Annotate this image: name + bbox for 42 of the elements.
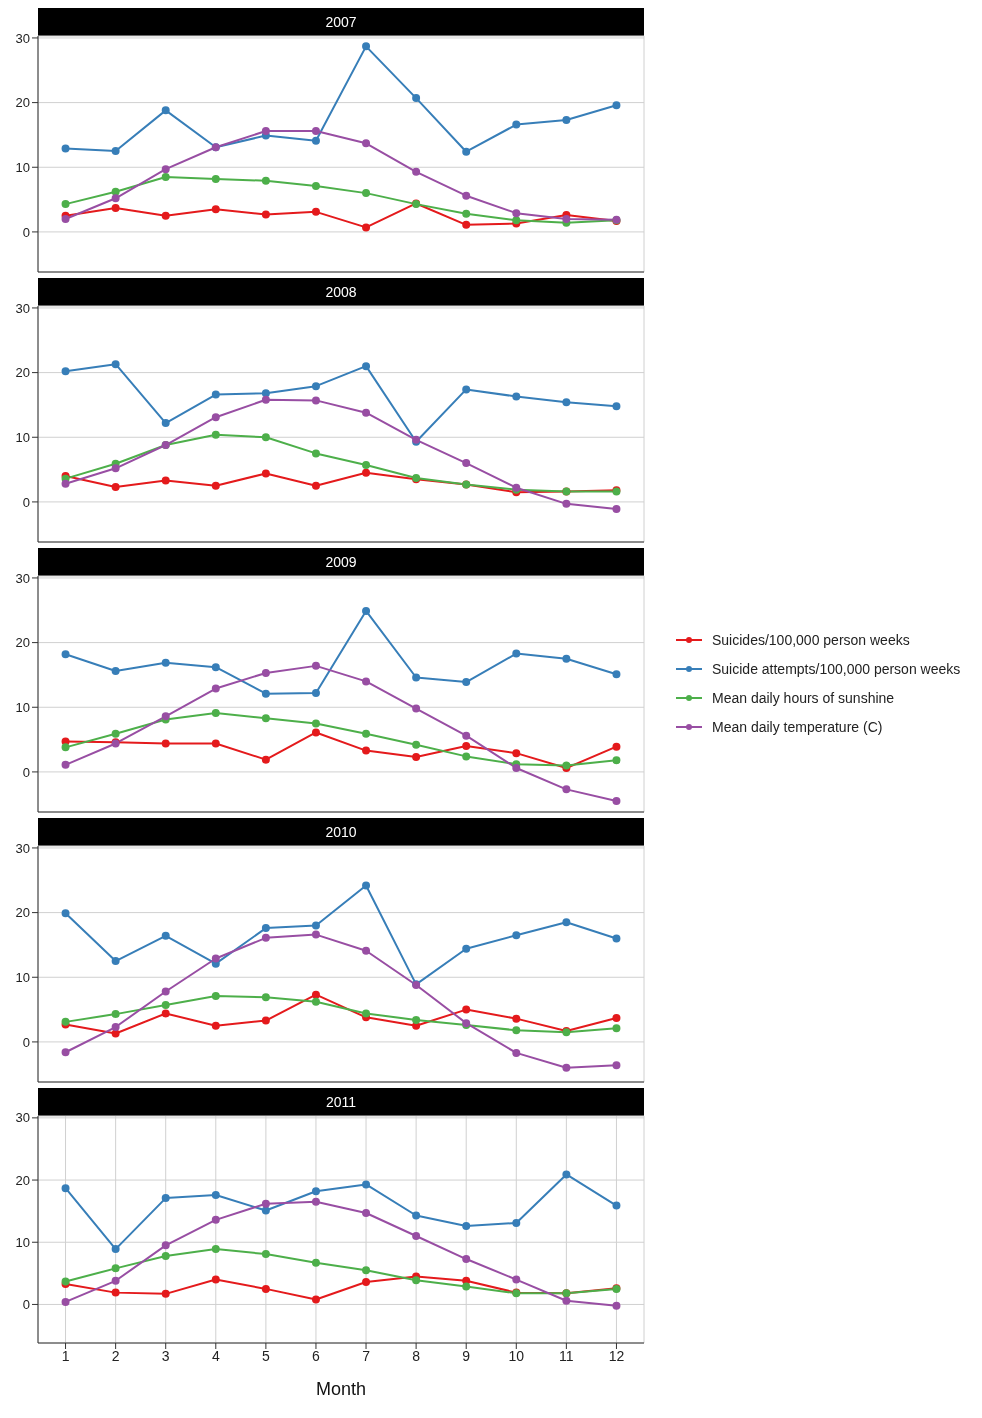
y-tick-label: 10 xyxy=(15,699,30,715)
y-tick-label: 10 xyxy=(15,969,30,985)
x-tick-label: 2 xyxy=(111,1347,120,1364)
x-tick-label: 3 xyxy=(161,1347,170,1364)
x-tick-label: 1 xyxy=(61,1347,70,1364)
y-tick-label: 0 xyxy=(22,224,30,240)
y-tick-label: 20 xyxy=(15,905,30,921)
x-tick-label: 11 xyxy=(559,1347,574,1364)
chart-title: 2007 xyxy=(38,8,644,36)
x-tick-label: 5 xyxy=(261,1347,270,1364)
x-tick-label: 10 xyxy=(508,1347,525,1364)
chart-title: 2009 xyxy=(38,548,644,576)
x-axis-title: Month xyxy=(315,1379,367,1399)
y-tick-label: 30 xyxy=(15,840,30,856)
y-tick-label: 0 xyxy=(22,764,30,780)
chart-title: 2011 xyxy=(38,1088,644,1116)
y-tick-label: 20 xyxy=(15,1172,30,1188)
x-tick-label: 9 xyxy=(462,1347,471,1364)
y-tick-label: 20 xyxy=(15,365,30,381)
y-tick-label: 0 xyxy=(22,494,30,510)
legend-label: Suicides/100,000 person weeks xyxy=(712,631,910,648)
y-tick-label: 20 xyxy=(15,635,30,651)
y-tick-label: 20 xyxy=(15,95,30,111)
y-tick-label: 30 xyxy=(15,300,30,316)
y-tick-label: 10 xyxy=(15,1234,30,1250)
y-tick-label: 10 xyxy=(15,159,30,175)
y-tick-label: 0 xyxy=(22,1297,30,1313)
y-tick-label: 30 xyxy=(15,30,30,46)
y-tick-label: 30 xyxy=(15,570,30,586)
x-tick-label: 8 xyxy=(412,1347,421,1364)
legend-label: Mean daily temperature (C) xyxy=(712,718,883,735)
y-tick-label: 10 xyxy=(15,429,30,445)
chart-title: 2010 xyxy=(38,818,644,846)
legend-label: Mean daily hours of sunshine xyxy=(712,689,895,706)
x-tick-label: 4 xyxy=(211,1347,220,1364)
x-tick-label: 7 xyxy=(362,1347,371,1364)
legend-label: Suicide attempts/100,000 person weeks xyxy=(712,660,961,677)
chart-title: 2008 xyxy=(38,278,644,306)
y-tick-label: 30 xyxy=(15,1110,30,1126)
y-tick-label: 0 xyxy=(22,1034,30,1050)
x-tick-label: 6 xyxy=(312,1347,321,1364)
x-tick-label: 12 xyxy=(608,1347,625,1364)
